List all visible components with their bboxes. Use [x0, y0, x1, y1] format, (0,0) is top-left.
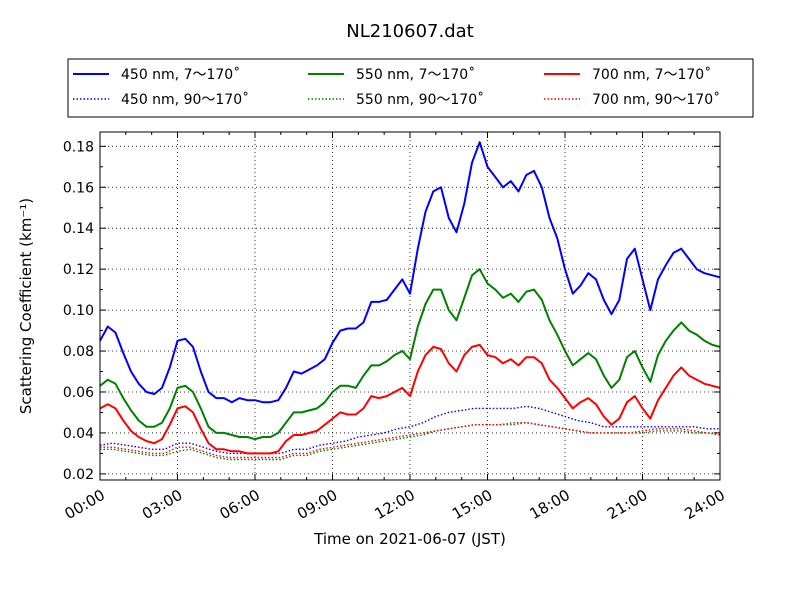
y-tick-label: 0.02: [63, 467, 94, 483]
x-tick-labels: 00:00 03:00 06:00 09:00 12:00 15:00 18:00 21:00…: [62, 486, 728, 523]
legend-label-2: 700 nm, 7～170˚: [592, 66, 711, 83]
legend: 450 nm, 7～170˚ 550 nm, 7～170˚ 700 nm, 7～17…: [67, 58, 754, 118]
series-line-3: [99, 405, 720, 455]
legend-label-3: 450 nm, 90～170˚: [121, 91, 249, 108]
axis-ticks: [99, 132, 721, 480]
x-axis-label: Time on 2021-06-07 (JST): [313, 530, 506, 548]
x-tick-label: 06:00: [217, 486, 263, 523]
y-tick-label: 0.12: [63, 262, 94, 278]
gridlines: [100, 132, 720, 480]
x-tick-label: 09:00: [294, 486, 340, 523]
x-tick-label: 24:00: [682, 486, 728, 523]
x-tick-label: 18:00: [527, 486, 573, 523]
chart-title: NL210607.dat: [346, 21, 473, 42]
y-tick-label: 0.10: [63, 303, 94, 319]
y-tick-label: 0.04: [63, 426, 94, 442]
series-line-4: [100, 422, 720, 461]
series-layer: [99, 141, 721, 461]
x-tick-label: 03:00: [139, 486, 185, 523]
y-tick-label: 0.06: [63, 385, 94, 401]
series-line-2: [99, 343, 721, 455]
y-tick-label: 0.16: [63, 180, 94, 196]
series-line-0: [99, 141, 721, 404]
y-tick-label: 0.08: [63, 344, 94, 360]
plot-frame: [99, 131, 721, 481]
legend-label-4: 550 nm, 90～170˚: [356, 91, 484, 108]
series-line-1: [99, 268, 721, 441]
legend-box: [67, 58, 754, 118]
x-tick-label: 15:00: [449, 486, 495, 523]
legend-label-0: 450 nm, 7～170˚: [121, 66, 240, 83]
y-axis-label: Scattering Coefficient (km⁻¹): [17, 198, 35, 414]
legend-label-1: 550 nm, 7～170˚: [356, 66, 475, 83]
legend-label-5: 700 nm, 90～170˚: [592, 91, 720, 108]
x-tick-label: 21:00: [604, 486, 650, 523]
y-tick-label: 0.14: [63, 221, 94, 237]
x-tick-label: 00:00: [62, 486, 108, 523]
series-line-5: [100, 422, 721, 459]
y-tick-labels: 0.02 0.04 0.06 0.08 0.10 0.12 0.14 0.16 0.18: [63, 139, 94, 483]
x-tick-label: 12:00: [372, 486, 418, 523]
y-tick-label: 0.18: [63, 139, 94, 155]
